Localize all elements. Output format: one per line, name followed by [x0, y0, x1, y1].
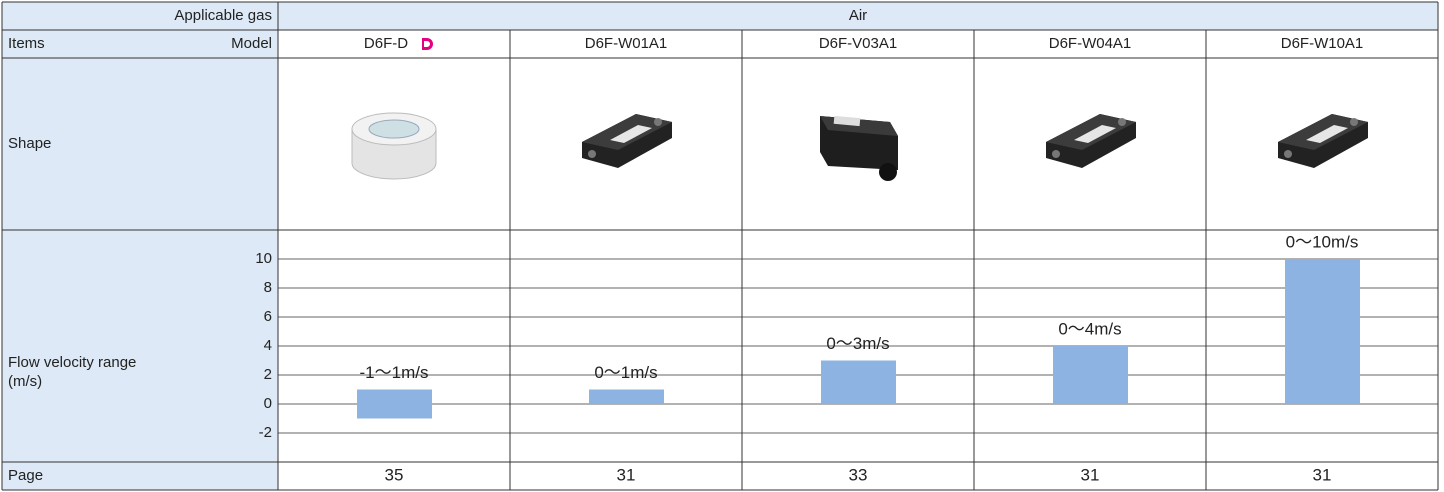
page-number: 31 [1313, 465, 1332, 484]
model-name: D6F-W01A1 [585, 35, 668, 52]
model-name: D6F-V03A1 [819, 35, 897, 52]
sensor-label [1306, 125, 1348, 143]
y-tick-label: 4 [264, 337, 272, 354]
logo-mark [422, 38, 433, 50]
model-name: D6F-W04A1 [1049, 35, 1132, 52]
mount-hole [654, 118, 662, 126]
mount-hole [1284, 150, 1292, 158]
page-number: 31 [617, 465, 636, 484]
gas: Air [849, 7, 867, 24]
range-bar [1053, 346, 1128, 404]
value-label: 0～10m/s [1286, 232, 1359, 251]
sensor-label [610, 125, 652, 143]
product-image [351, 112, 437, 180]
port [879, 163, 897, 181]
page-number: 35 [385, 465, 404, 484]
gas-label: Applicable gas [174, 7, 272, 24]
flow-label: (m/s) [8, 373, 42, 390]
sensor-label [833, 115, 861, 127]
page-number: 33 [849, 465, 868, 484]
product-image [820, 115, 898, 181]
value-label: 0～1m/s [594, 363, 657, 382]
model-name: D6F-D [364, 35, 408, 52]
sensor-label [1074, 125, 1116, 143]
mount-hole [1350, 118, 1358, 126]
items-label: Items [8, 35, 45, 52]
value-label: 0～3m/s [826, 334, 889, 353]
y-tick-label: 8 [264, 279, 272, 296]
page-number: 31 [1081, 465, 1100, 484]
y-tick-label: 0 [264, 395, 272, 412]
y-tick-label: 2 [264, 366, 272, 383]
y-tick-label: -2 [259, 424, 272, 441]
value-label: 0～4m/s [1058, 319, 1121, 338]
mount-hole [1118, 118, 1126, 126]
y-tick-label: 10 [255, 250, 272, 267]
header-bg [2, 2, 1438, 30]
mount-hole [588, 150, 596, 158]
model-name: D6F-W10A1 [1281, 35, 1364, 52]
shape-label: Shape [8, 135, 51, 152]
range-bar [1285, 259, 1360, 404]
value-label: -1～1m/s [360, 363, 429, 382]
label-column-bg [2, 30, 278, 490]
range-bar [589, 389, 664, 404]
flow-label: Flow velocity range [8, 354, 136, 371]
mount-hole [1052, 150, 1060, 158]
product-image [582, 114, 672, 168]
cylinder-cap [368, 119, 420, 139]
y-tick-label: 6 [264, 308, 272, 325]
product-image [1278, 114, 1368, 168]
model-label: Model [231, 35, 272, 52]
range-bar [821, 360, 896, 404]
product-image [1046, 114, 1136, 168]
page-label: Page [8, 467, 43, 484]
range-bar [357, 389, 432, 419]
